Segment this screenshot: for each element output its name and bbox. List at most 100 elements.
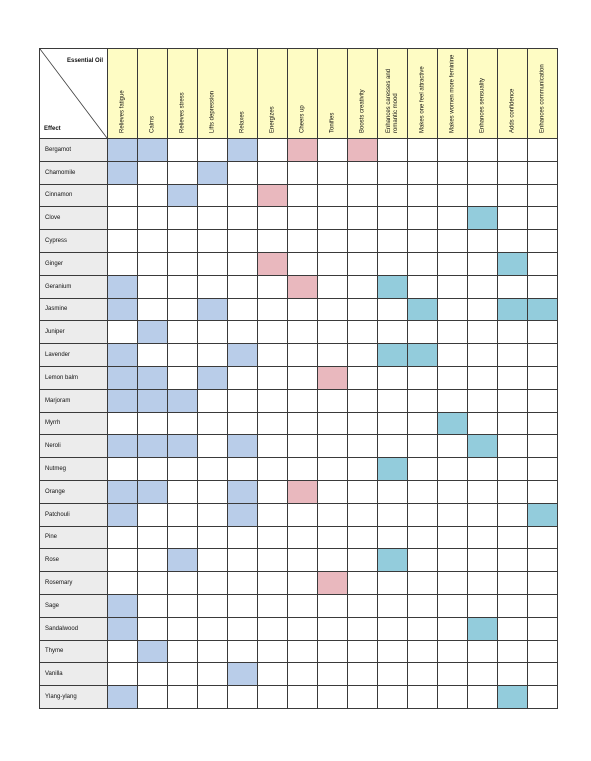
table-cell (497, 183, 528, 208)
table-cell (197, 160, 228, 185)
table-cell (227, 434, 258, 459)
column-header-label: Enhances caresses and romantic mood (385, 68, 399, 133)
table-cell (527, 274, 558, 299)
table-cell (107, 457, 138, 481)
table-cell (167, 388, 198, 413)
table-cell (107, 571, 138, 595)
table-cell (467, 229, 498, 253)
table-cell (467, 571, 498, 595)
table-cell (347, 502, 378, 527)
table-cell (467, 479, 498, 504)
oil-name: Jasmine (39, 297, 108, 322)
oil-name: Geranium (39, 274, 108, 299)
table-cell (317, 297, 348, 322)
table-cell (257, 388, 288, 413)
table-cell (227, 251, 258, 276)
table-cell (317, 183, 348, 208)
oil-name: Thyme (39, 639, 108, 664)
table-cell (107, 138, 138, 162)
table-cell (197, 411, 228, 436)
table-cell (437, 571, 468, 595)
table-cell (497, 206, 528, 231)
table-cell (377, 479, 408, 504)
oil-name: Cypress (39, 229, 108, 253)
table-cell (137, 183, 168, 208)
table-cell (167, 685, 198, 709)
table-cell (407, 593, 438, 618)
table-cell (467, 434, 498, 459)
table-row: Ginger (39, 251, 558, 276)
oil-name: Lemon balm (39, 365, 108, 390)
table-cell (377, 251, 408, 276)
table-cell (227, 365, 258, 390)
table-cell (227, 343, 258, 367)
table-cell (437, 639, 468, 664)
table-cell (197, 662, 228, 687)
oil-name: Juniper (39, 320, 108, 345)
table-cell (317, 548, 348, 573)
table-cell (347, 548, 378, 573)
table-cell (467, 297, 498, 322)
table-cell (167, 206, 198, 231)
table-cell (287, 502, 318, 527)
table-cell (317, 229, 348, 253)
table-cell (317, 320, 348, 345)
table-cell (467, 320, 498, 345)
table-cell (497, 160, 528, 185)
column-header: Enhances caresses and romantic mood (377, 48, 408, 139)
table-cell (497, 411, 528, 436)
table-cell (347, 685, 378, 709)
table-cell (407, 571, 438, 595)
column-header: Tonifies (317, 48, 348, 139)
table-cell (527, 639, 558, 664)
column-header: Adds confidence (497, 48, 528, 139)
table-row: Rose (39, 548, 558, 573)
table-cell (347, 343, 378, 367)
table-cell (257, 685, 288, 709)
table-cell (467, 639, 498, 664)
table-cell (287, 411, 318, 436)
table-cell (287, 525, 318, 550)
table-cell (167, 251, 198, 276)
column-header-label: Relieves fatigue (119, 90, 125, 133)
oil-name: Marjoram (39, 388, 108, 413)
table-cell (437, 343, 468, 367)
table-row: Cinnamon (39, 183, 558, 208)
table-cell (287, 662, 318, 687)
table-cell (377, 616, 408, 641)
table-cell (257, 365, 288, 390)
table-cell (347, 457, 378, 481)
table-cell (407, 548, 438, 573)
table-cell (227, 388, 258, 413)
table-cell (527, 251, 558, 276)
table-cell (107, 365, 138, 390)
table-cell (437, 274, 468, 299)
table-cell (287, 183, 318, 208)
table-cell (437, 685, 468, 709)
table-cell (107, 343, 138, 367)
table-cell (167, 639, 198, 664)
table-row: Bergamot (39, 138, 558, 162)
oil-name: Orange (39, 479, 108, 504)
table-cell (197, 548, 228, 573)
table-cell (167, 571, 198, 595)
table-cell (107, 479, 138, 504)
table-cell (407, 251, 438, 276)
table-cell (347, 411, 378, 436)
table-cell (497, 343, 528, 367)
table-cell (197, 639, 228, 664)
table-cell (227, 593, 258, 618)
table-cell (407, 343, 438, 367)
table-cell (287, 343, 318, 367)
table-cell (407, 365, 438, 390)
table-cell (317, 593, 348, 618)
table-cell (317, 138, 348, 162)
table-cell (137, 525, 168, 550)
table-cell (287, 479, 318, 504)
table-cell (467, 593, 498, 618)
essential-oil-effects-table: Essential Oil Effect Relieves fatigue Cal… (39, 48, 558, 709)
table-cell (137, 548, 168, 573)
table-cell (107, 548, 138, 573)
oil-name: Cinnamon (39, 183, 108, 208)
table-cell (317, 479, 348, 504)
